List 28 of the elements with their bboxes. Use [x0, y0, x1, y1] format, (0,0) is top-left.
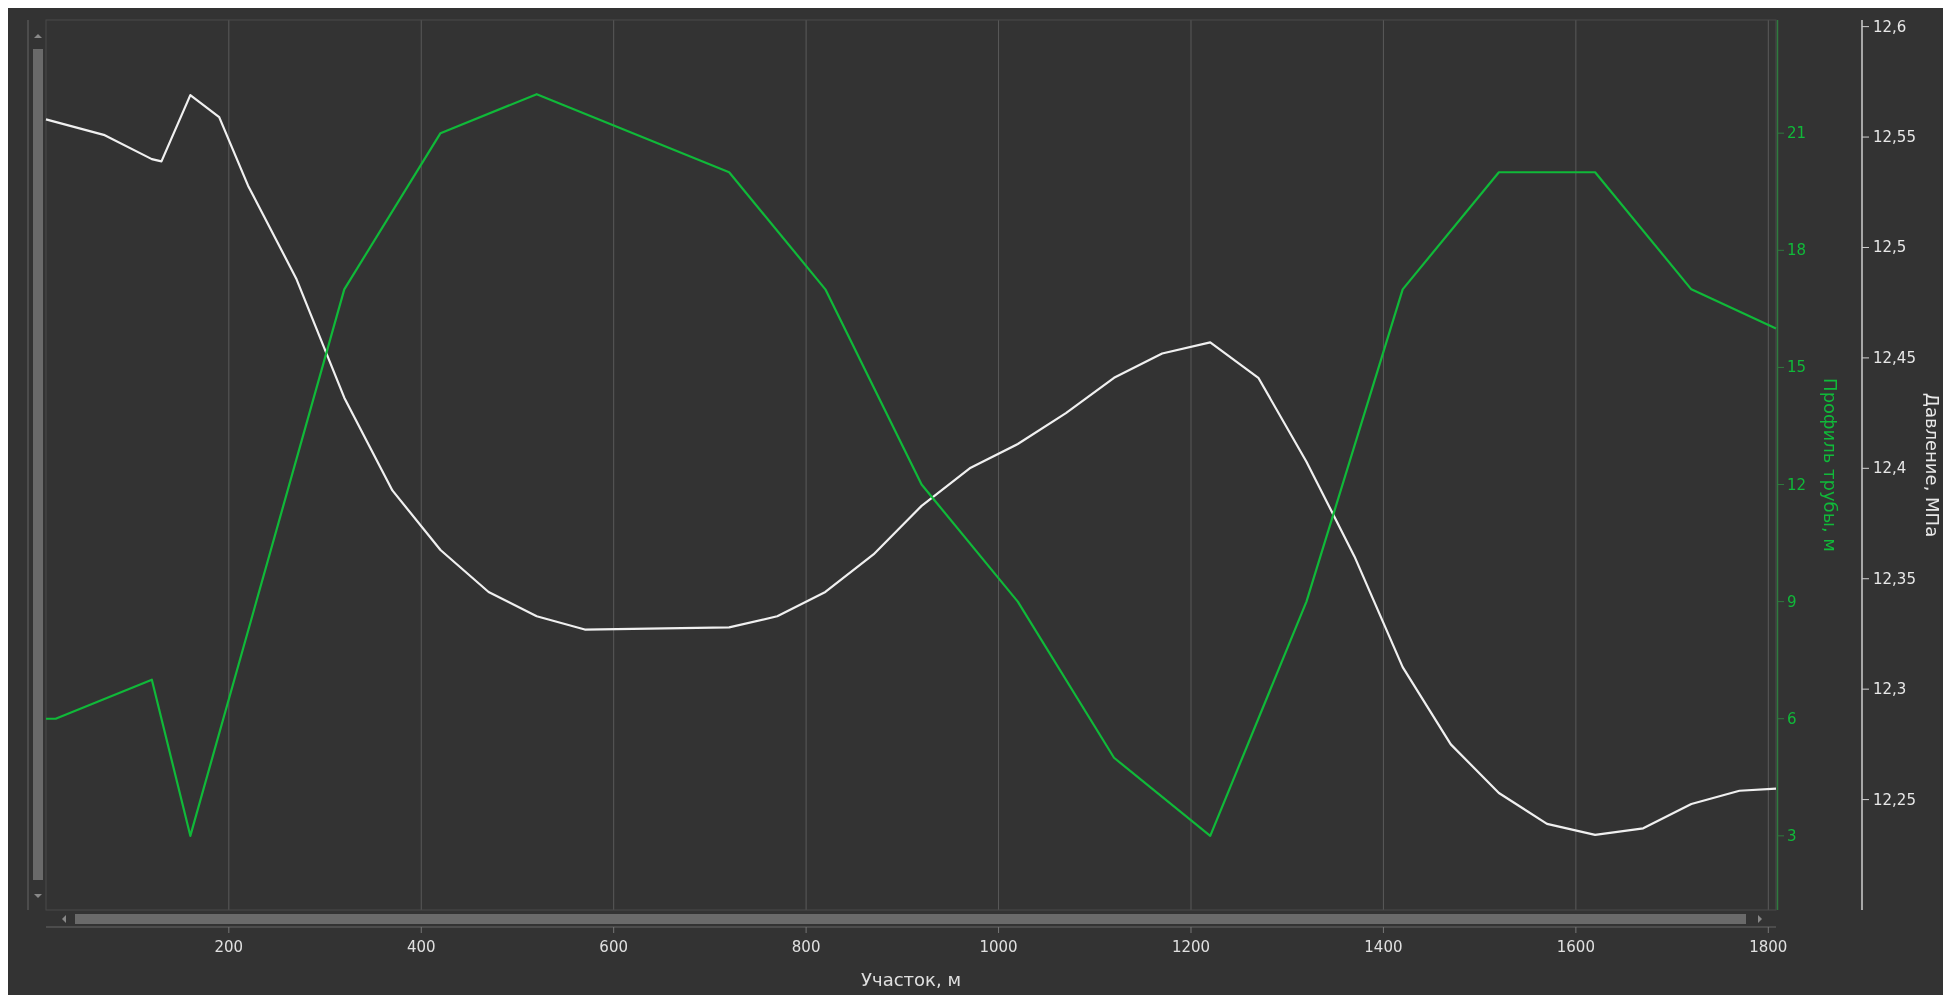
x-tick-label: 1400	[1364, 938, 1403, 956]
y3-tick-label: 12,45	[1873, 348, 1916, 367]
y3-tick-label: 12,25	[1873, 790, 1916, 809]
line-series	[44, 93, 1778, 837]
x-tick-label: 1800	[1749, 938, 1788, 956]
y2-tick-label: 21	[1787, 124, 1807, 143]
y2-tick-label: 18	[1787, 241, 1807, 260]
y2-tick-label: 9	[1787, 592, 1797, 611]
y3-tick-label: 12,6	[1873, 17, 1907, 36]
y3-tick-label: 12,55	[1873, 128, 1916, 147]
x-tick-label: 1000	[979, 938, 1018, 956]
y3-axis-title: Давление, МПа	[1922, 392, 1943, 538]
x-tick-label: 600	[599, 938, 629, 956]
x-tick-label: 1600	[1556, 938, 1595, 956]
x-tick-label: 400	[406, 938, 436, 956]
y2-tick-label: 6	[1787, 709, 1797, 728]
y3-tick-label: 12,5	[1873, 238, 1907, 257]
y3-tick-label: 12,35	[1873, 569, 1916, 588]
x-tick-label: 800	[791, 938, 821, 956]
y3-tick-label: 12,4	[1873, 459, 1907, 478]
y3-tick-label: 12,3	[1873, 680, 1907, 699]
x-tick-label: 200	[214, 938, 244, 956]
x-axis-title: Участок, м	[861, 969, 961, 990]
y2-tick-label: 3	[1787, 826, 1797, 845]
y2-tick-label: 12	[1787, 475, 1807, 494]
y2-axis-title: Профиль трубы, м	[1820, 378, 1841, 552]
x-tick-label: 1200	[1171, 938, 1211, 956]
y2-tick-label: 15	[1787, 358, 1807, 377]
